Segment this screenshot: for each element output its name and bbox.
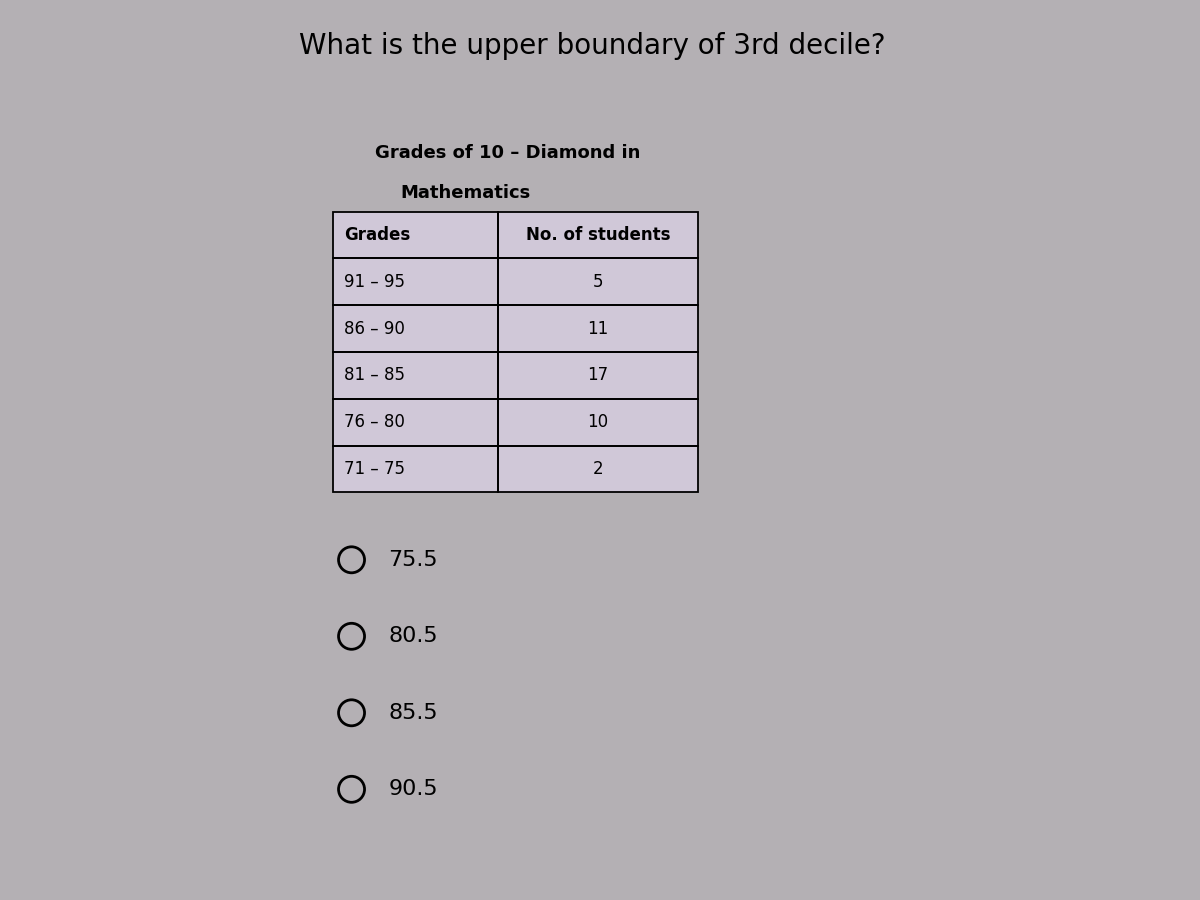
Bar — [332, 446, 498, 492]
Text: Mathematics: Mathematics — [400, 184, 530, 202]
Text: Grades: Grades — [344, 226, 410, 244]
Text: 5: 5 — [593, 273, 604, 291]
Text: 81 – 85: 81 – 85 — [344, 366, 404, 384]
Bar — [332, 212, 498, 258]
Text: 75.5: 75.5 — [389, 550, 438, 570]
Text: 10: 10 — [588, 413, 608, 431]
Text: Grades of 10 – Diamond in: Grades of 10 – Diamond in — [376, 144, 641, 162]
Text: 71 – 75: 71 – 75 — [344, 460, 404, 478]
Bar — [498, 399, 697, 446]
Text: 85.5: 85.5 — [389, 703, 438, 723]
Bar — [332, 352, 498, 399]
Bar — [498, 446, 697, 492]
Bar — [498, 258, 697, 305]
Text: What is the upper boundary of 3rd decile?: What is the upper boundary of 3rd decile… — [300, 32, 886, 59]
Bar — [332, 212, 697, 492]
Bar — [332, 399, 498, 446]
Text: 2: 2 — [593, 460, 604, 478]
Text: 11: 11 — [587, 320, 608, 338]
Text: 86 – 90: 86 – 90 — [344, 320, 404, 338]
Text: 80.5: 80.5 — [389, 626, 438, 646]
Text: 91 – 95: 91 – 95 — [344, 273, 404, 291]
Bar — [498, 305, 697, 352]
Bar — [498, 352, 697, 399]
Text: 90.5: 90.5 — [389, 779, 438, 799]
Bar — [332, 305, 498, 352]
Bar — [332, 258, 498, 305]
Text: 76 – 80: 76 – 80 — [344, 413, 404, 431]
Text: No. of students: No. of students — [526, 226, 671, 244]
Bar — [498, 212, 697, 258]
Text: 17: 17 — [588, 366, 608, 384]
